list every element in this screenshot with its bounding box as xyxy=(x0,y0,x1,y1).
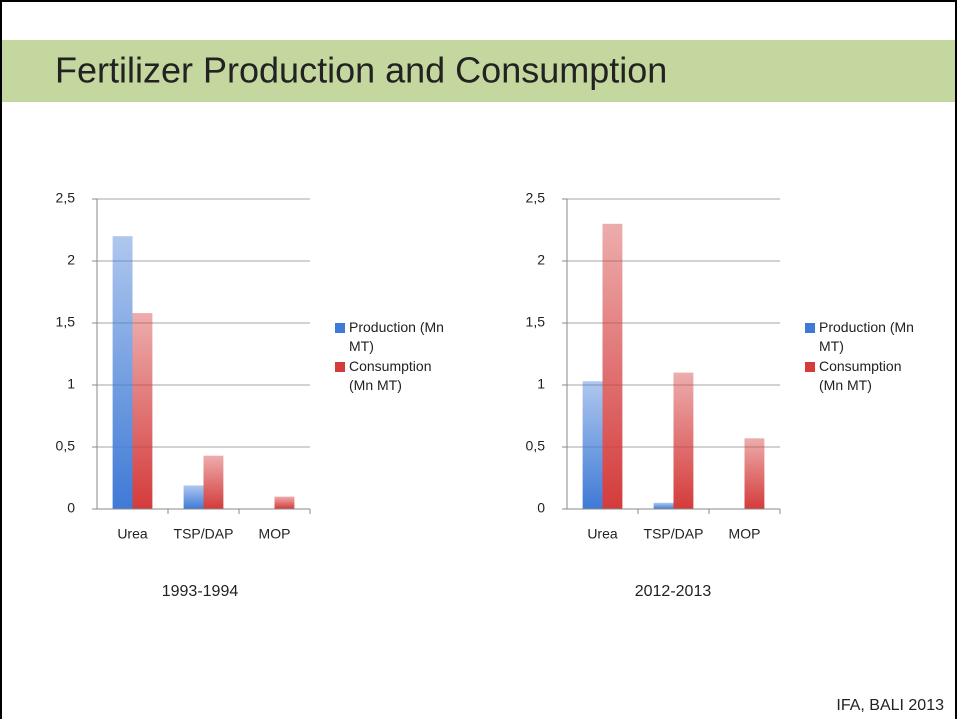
legend-item: Production (Mn MT) xyxy=(805,318,923,356)
y-tick-label: 0,5 xyxy=(56,438,76,454)
bar xyxy=(653,502,674,509)
bar xyxy=(183,485,204,509)
x-tick-label: Urea xyxy=(117,526,148,542)
y-tick-label: 2 xyxy=(67,252,75,268)
legend-item: Consumption (Mn MT) xyxy=(335,357,453,395)
legend-swatch xyxy=(805,362,815,372)
y-tick-label: 2 xyxy=(537,252,545,268)
y-tick-label: 2,5 xyxy=(56,190,76,206)
y-tick-label: 1,5 xyxy=(526,314,546,330)
slide-title: Fertilizer Production and Consumption xyxy=(55,50,667,91)
legend: Production (Mn MT) Consumption (Mn MT) xyxy=(805,318,923,396)
bar xyxy=(203,455,224,509)
y-tick-label: 1,5 xyxy=(56,314,76,330)
x-tick-label: TSP/DAP xyxy=(174,526,234,542)
y-tick-label: 1 xyxy=(537,376,545,392)
x-tick-label: MOP xyxy=(729,526,761,542)
y-tick-label: 2,5 xyxy=(526,190,546,206)
legend-label: Consumption (Mn MT) xyxy=(819,358,902,393)
legend-swatch xyxy=(335,362,345,372)
legend: Production (Mn MT) Consumption (Mn MT) xyxy=(335,318,453,396)
bar xyxy=(582,381,603,509)
bar xyxy=(132,313,153,509)
chart-caption: 2012-2013 xyxy=(635,583,712,600)
y-tick-label: 0 xyxy=(67,500,75,516)
legend-label: Production (Mn MT) xyxy=(349,319,444,354)
bar xyxy=(274,496,295,509)
legend-label: Consumption (Mn MT) xyxy=(349,358,432,393)
bar xyxy=(112,236,133,509)
legend-label: Production (Mn MT) xyxy=(819,319,914,354)
y-tick-label: 1 xyxy=(67,376,75,392)
y-tick-label: 0,5 xyxy=(526,438,546,454)
bar xyxy=(744,438,765,509)
x-tick-label: Urea xyxy=(587,526,618,542)
legend-item: Consumption (Mn MT) xyxy=(805,357,923,395)
legend-swatch xyxy=(805,323,815,333)
title-band xyxy=(2,40,955,102)
x-tick-label: MOP xyxy=(259,526,291,542)
x-tick-label: TSP/DAP xyxy=(644,526,704,542)
legend-swatch xyxy=(335,323,345,333)
chart-caption: 1993-1994 xyxy=(162,583,239,600)
bar xyxy=(602,223,623,510)
bar xyxy=(673,372,694,509)
footer: IFA, BALI 2013 xyxy=(836,697,944,714)
legend-item: Production (Mn MT) xyxy=(335,318,453,356)
y-tick-label: 0 xyxy=(537,500,545,516)
